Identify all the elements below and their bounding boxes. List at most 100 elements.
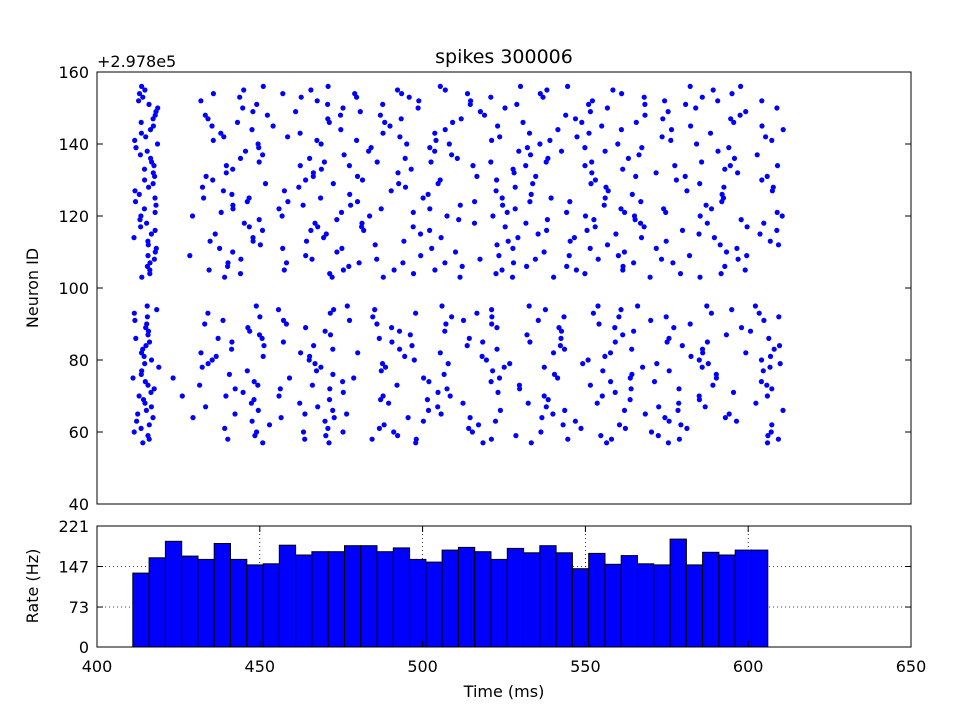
spike-marker — [293, 109, 299, 115]
spike-marker — [489, 321, 495, 327]
rate-bar — [246, 564, 264, 648]
spike-marker — [312, 361, 318, 367]
spike-marker — [544, 217, 551, 223]
spike-marker — [572, 418, 579, 424]
spike-marker — [612, 325, 618, 331]
spike-marker — [144, 220, 150, 226]
spike-marker — [286, 375, 293, 381]
spike-marker — [449, 314, 455, 320]
spike-marker — [647, 274, 653, 280]
spike-marker — [573, 267, 580, 273]
spike-marker — [608, 436, 615, 442]
spike-marker — [150, 123, 156, 129]
spike-marker — [133, 335, 139, 341]
spike-marker — [513, 433, 519, 439]
spike-marker — [338, 127, 344, 133]
spike-marker — [262, 181, 269, 187]
spike-marker — [672, 163, 678, 169]
spike-marker — [768, 429, 774, 435]
spike-marker — [379, 361, 386, 367]
spike-marker — [154, 307, 160, 313]
spike-marker — [668, 137, 674, 143]
spike-marker — [648, 317, 654, 323]
spike-marker — [757, 231, 763, 237]
spike-marker — [311, 343, 317, 349]
spike-marker — [189, 213, 196, 219]
spike-marker — [229, 191, 235, 197]
spike-marker — [372, 242, 378, 248]
spike-marker — [629, 346, 635, 352]
spike-marker — [325, 425, 331, 431]
spike-marker — [722, 263, 728, 269]
spike-marker — [620, 263, 626, 269]
spike-marker — [198, 350, 204, 356]
spike-marker — [556, 325, 562, 331]
spike-marker — [582, 213, 589, 219]
spike-marker — [346, 263, 352, 269]
spike-marker — [394, 382, 400, 388]
spike-marker — [418, 253, 424, 259]
spike-marker — [524, 145, 531, 151]
spike-marker — [153, 202, 159, 208]
spike-marker — [602, 353, 608, 359]
spike-marker — [206, 267, 212, 273]
spike-marker — [742, 267, 748, 273]
spike-marker — [464, 91, 471, 97]
spike-marker — [477, 109, 483, 115]
spike-marker — [759, 123, 765, 129]
spike-marker — [711, 235, 718, 241]
spike-marker — [764, 440, 771, 446]
spike-marker — [775, 242, 782, 248]
spike-marker — [427, 227, 433, 233]
spike-marker — [348, 202, 354, 208]
spike-marker — [780, 407, 786, 413]
spike-marker — [758, 379, 765, 385]
spike-marker — [541, 393, 547, 399]
spike-marker — [315, 404, 321, 410]
spike-marker — [715, 98, 721, 104]
spike-marker — [140, 94, 146, 100]
spike-marker — [251, 397, 257, 403]
spike-marker — [237, 271, 244, 277]
rate-bar — [523, 552, 541, 648]
spike-marker — [323, 433, 329, 439]
spike-marker — [432, 148, 438, 154]
spike-marker — [604, 440, 610, 446]
spike-marker — [555, 375, 561, 381]
spike-marker — [516, 148, 522, 154]
spike-marker — [132, 137, 138, 143]
spike-marker — [140, 397, 147, 403]
rate-bar — [392, 547, 411, 648]
raster-y-ticks: 40 60 80 100 120 140 160 — [58, 63, 911, 514]
spike-marker — [562, 407, 568, 413]
spike-marker — [710, 382, 716, 388]
spike-marker — [146, 184, 152, 190]
spike-marker — [439, 303, 445, 309]
spike-marker — [629, 191, 635, 197]
spike-marker — [130, 375, 136, 381]
spike-marker — [399, 91, 405, 97]
rate-bar — [197, 558, 215, 648]
spike-marker — [421, 375, 427, 381]
spike-marker — [490, 368, 496, 374]
spike-marker — [621, 407, 628, 413]
spike-marker — [150, 415, 156, 421]
spike-marker — [148, 357, 155, 363]
spike-marker — [212, 231, 218, 237]
spike-marker — [234, 119, 241, 125]
spike-marker — [148, 155, 154, 161]
spike-marker — [442, 87, 448, 93]
spike-marker — [280, 339, 286, 345]
rate-bar — [637, 563, 655, 648]
spike-marker — [210, 91, 216, 97]
spike-marker — [280, 245, 286, 251]
spike-marker — [612, 339, 618, 345]
spike-marker — [309, 382, 315, 388]
spike-marker — [738, 83, 744, 89]
spike-marker — [308, 87, 314, 93]
spike-marker — [599, 123, 605, 129]
spike-marker — [458, 116, 464, 122]
y-offset-label: +2.978e5 — [97, 52, 176, 71]
spike-marker — [280, 91, 286, 97]
spike-marker — [410, 224, 416, 230]
